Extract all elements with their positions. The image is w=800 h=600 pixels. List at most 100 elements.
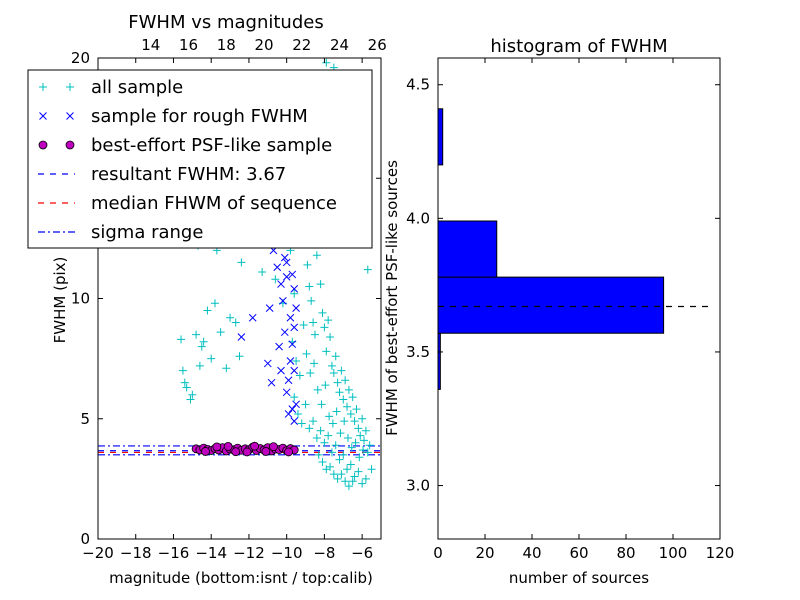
plus-point (312, 433, 321, 442)
y-tick-label: 3.5 (406, 343, 430, 361)
x-point (267, 378, 276, 387)
histogram-y-axis-label: FWHM of best-effort PSF-like sources (383, 160, 401, 436)
histogram-bars (437, 108, 665, 390)
scatter-legend: all sample sample for rough FWHM best-effo… (27, 69, 373, 249)
x-tick-label: −14 (195, 544, 227, 562)
plus-point (328, 419, 337, 428)
x-point (279, 297, 287, 305)
plus-point (359, 446, 368, 455)
circle-point (261, 447, 271, 456)
histogram-bar (437, 220, 498, 278)
plus-point (305, 424, 314, 433)
plus-point (180, 378, 189, 387)
plus-point (299, 320, 308, 329)
plus-point (346, 460, 355, 469)
y-tick-label: 10 (71, 290, 90, 308)
x-point (290, 366, 299, 375)
top-tick-label: 16 (179, 36, 198, 54)
plus-point (316, 426, 325, 435)
legend-entry: all sample (39, 77, 183, 98)
histogram-panel: 0 20 40 60 80 100 120 3.0 3.5 4.0 4.5 histogram o… (383, 36, 734, 587)
x-point (284, 376, 293, 385)
plus-point (186, 395, 195, 404)
plus-point (337, 366, 346, 375)
plus-point (343, 465, 352, 474)
plus-point (348, 477, 357, 486)
plus-point (188, 390, 197, 399)
plus-point (310, 330, 319, 339)
plus-point (320, 438, 329, 447)
plus-point (351, 438, 360, 447)
plus-point (344, 385, 353, 394)
circle-point (269, 442, 278, 452)
top-tick-label: 18 (217, 36, 236, 54)
plus-point (316, 280, 325, 289)
legend-label: best-effort PSF-like sample (91, 135, 332, 156)
circle-point (201, 447, 210, 456)
legend-circle-marker (65, 140, 75, 150)
plus-point (290, 393, 299, 402)
y-tick-label: 0 (80, 530, 90, 548)
plus-point (197, 342, 206, 351)
x-tick-label: −10 (271, 544, 303, 562)
plus-point (344, 482, 353, 491)
scatter-y-axis-label: FWHM (pix) (51, 257, 69, 344)
top-tick-label: 22 (292, 36, 311, 54)
x-tick-label: −16 (158, 544, 190, 562)
plus-point (313, 385, 322, 394)
plus-point (332, 407, 341, 416)
plus-point (324, 431, 333, 440)
legend-entry: resultant FWHM: 3.67 (38, 164, 286, 185)
legend-label: median FHWM of sequence (91, 193, 337, 214)
plus-point (356, 431, 365, 440)
plus-point (326, 332, 335, 341)
histogram-bar (437, 108, 444, 166)
legend-circle-marker (38, 140, 48, 150)
plus-point (312, 251, 321, 260)
plus-point (309, 318, 318, 327)
x-point (290, 285, 299, 293)
plus-point (226, 313, 235, 322)
plus-point (195, 361, 204, 370)
x-tick-label: −8 (313, 544, 335, 562)
top-tick-label: 14 (141, 36, 160, 54)
x-point (292, 400, 300, 409)
x-point (288, 405, 297, 413)
x-tick-label: −20 (82, 544, 114, 562)
x-point (275, 342, 283, 351)
top-tick-label: 24 (330, 36, 349, 54)
plus-point (363, 265, 372, 274)
plus-point (203, 306, 212, 315)
x-point (263, 359, 272, 368)
scatter-x-axis-label: magnitude (bottom:isnt / top:calib) (109, 569, 373, 587)
legend-entry: median FHWM of sequence (38, 193, 337, 214)
plus-point (367, 465, 376, 474)
plus-point (350, 417, 359, 426)
plus-point (317, 400, 326, 409)
histogram-bar (437, 276, 665, 334)
plus-point (325, 412, 334, 421)
plus-point (333, 474, 342, 483)
plus-point (355, 453, 364, 462)
plus-point (182, 383, 191, 392)
y-tick-label: 20 (71, 49, 90, 67)
plus-point (237, 258, 246, 267)
plus-point (365, 441, 374, 450)
plus-point (302, 349, 311, 358)
plus-point (309, 417, 318, 426)
plus-point (177, 335, 186, 344)
plus-point (327, 448, 336, 457)
plus-point (222, 364, 231, 373)
plus-point (335, 388, 344, 397)
plus-point (363, 448, 372, 457)
scatter-top-ticks: 14 16 18 20 22 24 26 (141, 36, 386, 54)
plus-point (354, 467, 363, 476)
plus-point (178, 366, 187, 375)
x-tick-label: 40 (522, 544, 541, 562)
x-tick-label: 120 (706, 544, 735, 562)
x-point (282, 258, 291, 267)
series-3 (191, 441, 299, 457)
plus-point (318, 308, 327, 317)
histogram-y-ticks: 3.0 3.5 4.0 4.5 (406, 76, 720, 495)
x-tick-label: −18 (120, 544, 152, 562)
